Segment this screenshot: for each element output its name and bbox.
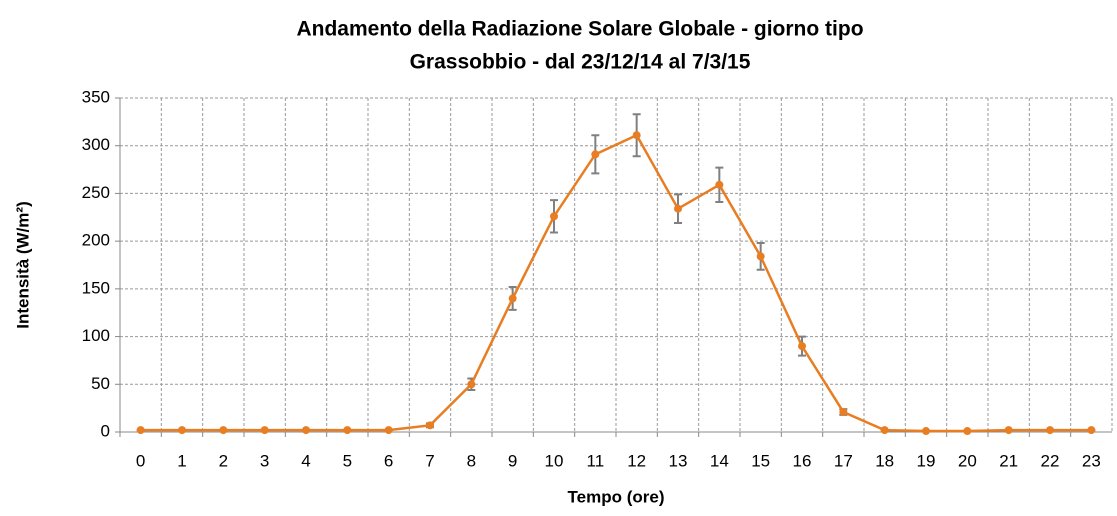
y-tick-label: 150 bbox=[82, 278, 110, 297]
x-axis-title: Tempo (ore) bbox=[568, 487, 665, 506]
marker bbox=[219, 426, 228, 435]
x-tick-label: 8 bbox=[467, 451, 476, 470]
marker bbox=[674, 204, 682, 213]
marker bbox=[756, 252, 765, 261]
x-tick-label: 14 bbox=[710, 451, 729, 470]
y-tick-label: 350 bbox=[82, 87, 110, 106]
x-tick-label: 3 bbox=[260, 451, 269, 470]
x-tick-label: 17 bbox=[834, 451, 853, 470]
marker bbox=[550, 212, 558, 221]
x-tick-label: 11 bbox=[587, 451, 605, 470]
x-tick-label: 5 bbox=[343, 451, 352, 470]
marker bbox=[798, 342, 806, 351]
x-tick-label: 4 bbox=[301, 451, 310, 470]
x-tick-label: 0 bbox=[136, 451, 145, 470]
x-tick-label: 20 bbox=[958, 451, 977, 470]
x-tick-label: 2 bbox=[219, 451, 228, 470]
line bbox=[140, 133, 1092, 433]
y-tick-label: 300 bbox=[82, 135, 110, 154]
x-tick-label: 12 bbox=[627, 451, 646, 470]
marker bbox=[715, 180, 724, 189]
y-tick-label: 200 bbox=[82, 231, 110, 250]
marker bbox=[839, 407, 848, 416]
x-tick-label: 18 bbox=[875, 451, 894, 470]
y-tick-label: 50 bbox=[91, 374, 110, 393]
marker bbox=[136, 426, 145, 435]
y-tick-label: 0 bbox=[101, 421, 110, 440]
x-tick-label: 1 bbox=[177, 451, 186, 470]
x-tick-label: 21 bbox=[999, 451, 1018, 470]
marker bbox=[343, 426, 352, 435]
marker bbox=[260, 426, 269, 435]
marker bbox=[632, 131, 641, 140]
x-tick-label: 6 bbox=[384, 451, 393, 470]
x-tick-label: 10 bbox=[545, 451, 564, 470]
marker bbox=[508, 294, 517, 303]
y-tick-label: 100 bbox=[82, 326, 110, 345]
marker bbox=[426, 421, 434, 430]
marker bbox=[302, 426, 310, 435]
marker bbox=[880, 426, 889, 435]
chart-subtitle: Grassobbio - dal 23/12/14 al 7/3/15 bbox=[410, 51, 751, 74]
x-tick-label: 22 bbox=[1041, 451, 1060, 470]
marker bbox=[1087, 426, 1096, 435]
marker bbox=[178, 426, 186, 435]
x-tick-label: 19 bbox=[917, 451, 936, 470]
x-tick-label: 15 bbox=[751, 451, 770, 470]
x-tick-label: 23 bbox=[1082, 451, 1101, 470]
marker bbox=[1046, 426, 1054, 435]
marker bbox=[1004, 426, 1013, 435]
x-tick-label: 16 bbox=[793, 451, 812, 470]
marker bbox=[963, 427, 972, 436]
chart-title: Andamento della Radiazione Solare Global… bbox=[296, 18, 863, 41]
y-axis-title: Intensità (W/m²) bbox=[13, 201, 32, 329]
marker bbox=[384, 426, 393, 435]
marker bbox=[591, 150, 600, 159]
marker bbox=[922, 427, 930, 436]
x-tick-label: 13 bbox=[669, 451, 688, 470]
x-tick-label: 7 bbox=[425, 451, 434, 470]
marker bbox=[467, 380, 476, 389]
y-tick-label: 250 bbox=[82, 183, 110, 202]
x-tick-label: 9 bbox=[508, 451, 517, 470]
